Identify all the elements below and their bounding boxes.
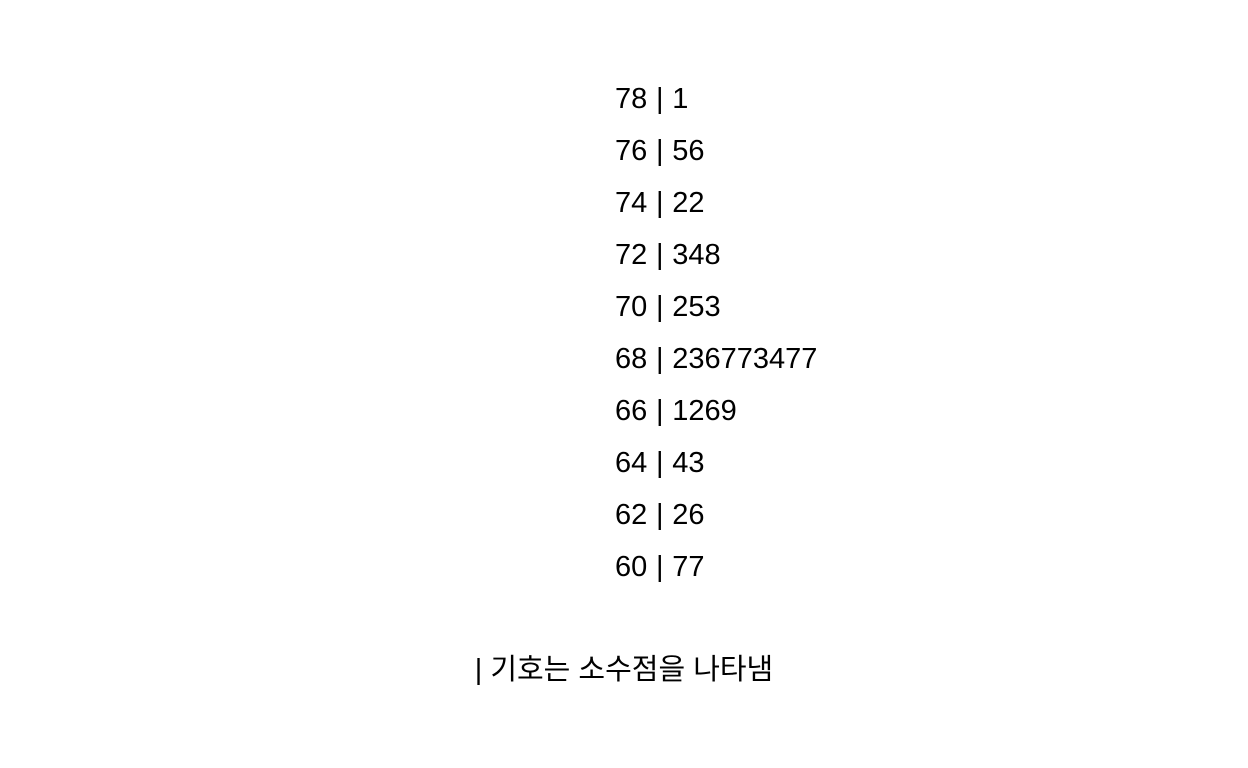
stem-value: 70 xyxy=(615,291,648,323)
stem-separator: | xyxy=(655,343,664,375)
stem-leaf-row: 66 | 1269 xyxy=(615,392,817,444)
leaf-values: 1269 xyxy=(672,395,737,427)
stem-value: 64 xyxy=(615,447,648,479)
stem-leaf-plot: 78 | 1 76 | 56 74 | 22 72 | 348 70 | 253 68 | 236773477 66… xyxy=(615,80,817,600)
stem-value: 68 xyxy=(615,343,648,375)
leaf-values: 348 xyxy=(672,239,721,271)
stem-separator: | xyxy=(655,291,664,323)
leaf-values: 56 xyxy=(672,135,705,167)
stem-separator: | xyxy=(655,499,664,531)
stem-leaf-row: 70 | 253 xyxy=(615,288,817,340)
stem-separator: | xyxy=(655,551,664,583)
leaf-values: 43 xyxy=(672,447,705,479)
stem-leaf-row: 76 | 56 xyxy=(615,132,817,184)
stem-value: 66 xyxy=(615,395,648,427)
stem-value: 72 xyxy=(615,239,648,271)
stem-separator: | xyxy=(655,447,664,479)
stem-separator: | xyxy=(655,83,664,115)
stem-separator: | xyxy=(655,395,664,427)
stem-value: 76 xyxy=(615,135,648,167)
stem-leaf-row: 60 | 77 xyxy=(615,548,817,600)
stem-separator: | xyxy=(655,239,664,271)
stem-leaf-row: 62 | 26 xyxy=(615,496,817,548)
stem-value: 62 xyxy=(615,499,648,531)
leaf-values: 77 xyxy=(672,551,705,583)
stem-value: 60 xyxy=(615,551,648,583)
stem-leaf-row: 72 | 348 xyxy=(615,236,817,288)
leaf-values: 1 xyxy=(672,83,689,115)
stem-separator: | xyxy=(655,135,664,167)
leaf-values: 22 xyxy=(672,187,705,219)
stem-value: 74 xyxy=(615,187,648,219)
stem-leaf-row: 68 | 236773477 xyxy=(615,340,817,392)
stem-separator: | xyxy=(655,187,664,219)
leaf-values: 236773477 xyxy=(672,343,818,375)
stem-leaf-row: 78 | 1 xyxy=(615,80,817,132)
decimal-point-note: | 기호는 소수점을 나타냄 xyxy=(474,654,774,686)
stem-leaf-row: 74 | 22 xyxy=(615,184,817,236)
leaf-values: 26 xyxy=(672,499,705,531)
leaf-values: 253 xyxy=(672,291,721,323)
stem-leaf-row: 64 | 43 xyxy=(615,444,817,496)
stem-value: 78 xyxy=(615,83,648,115)
